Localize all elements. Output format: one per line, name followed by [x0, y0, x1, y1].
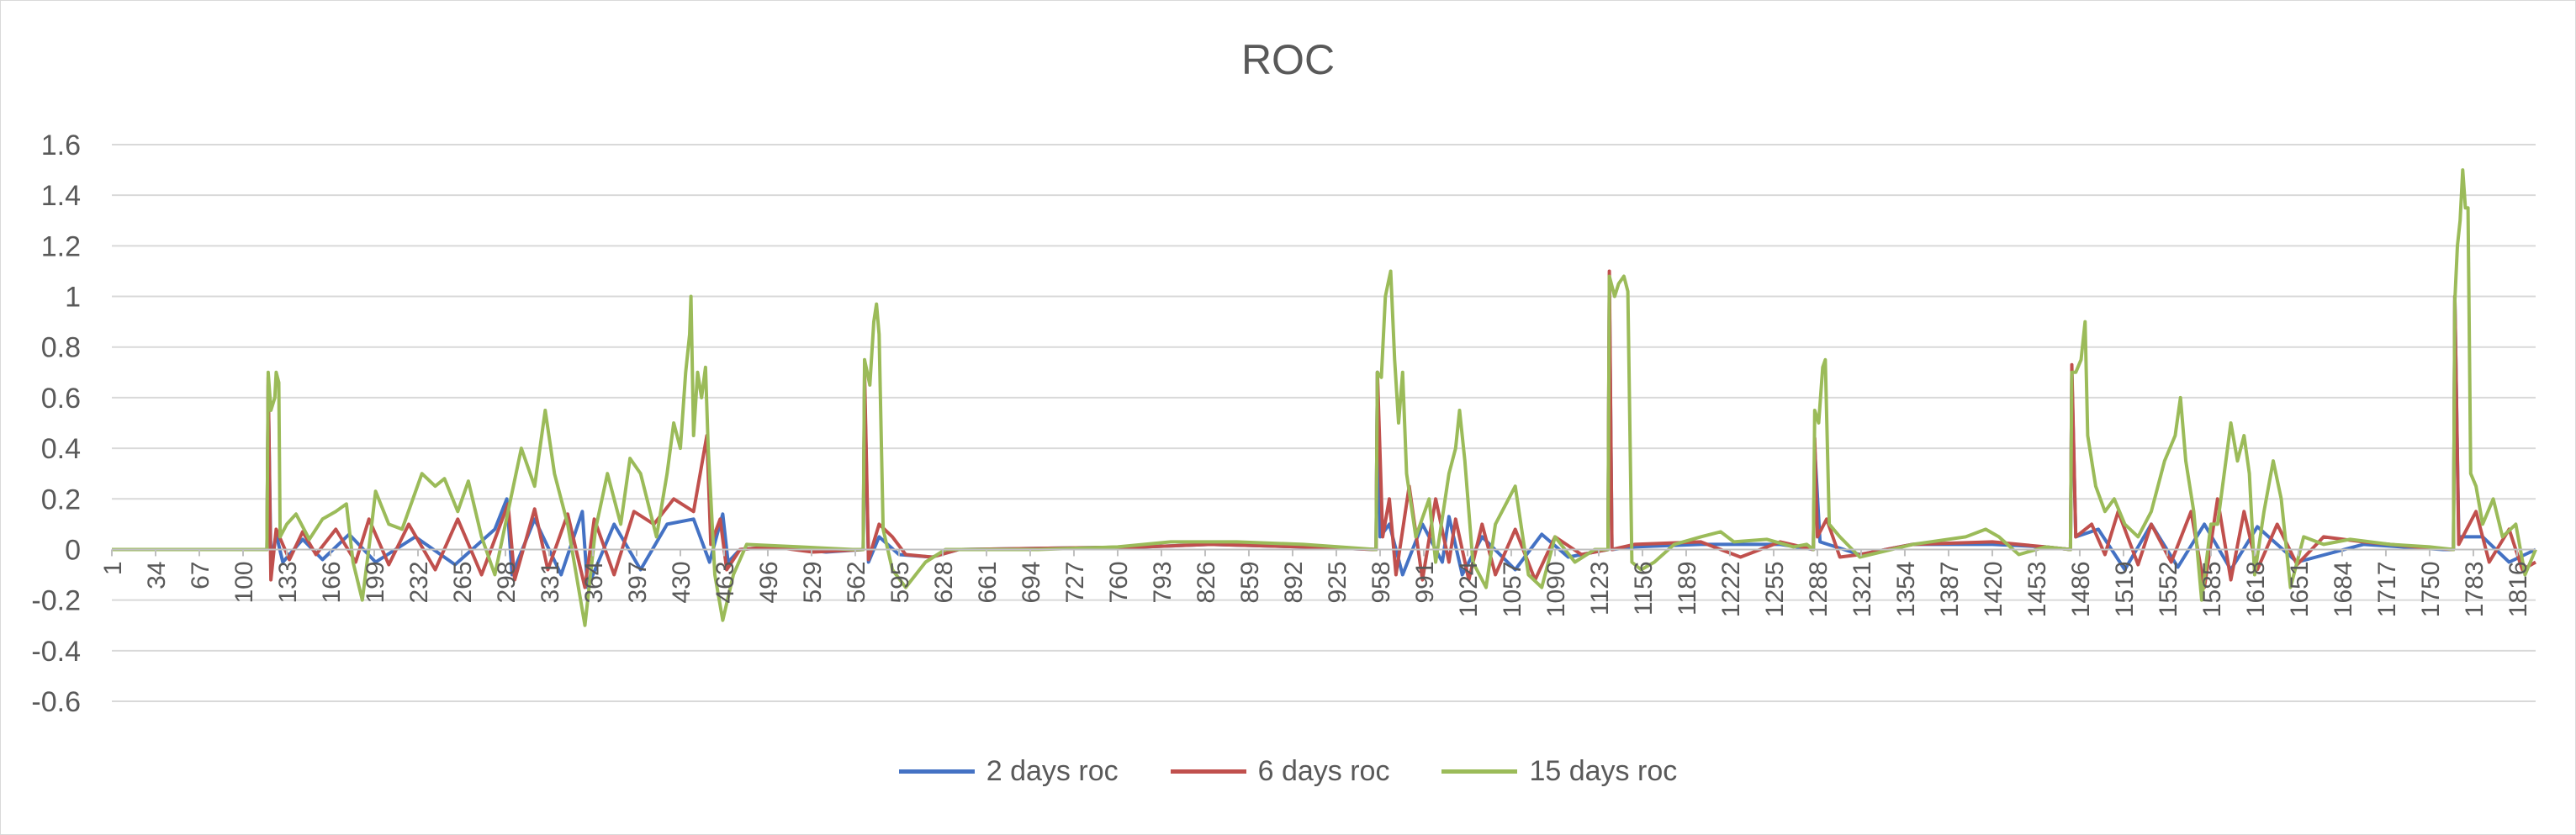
- legend-swatch-6-days: [1170, 769, 1246, 774]
- y-tick-label: 1.4: [41, 180, 81, 212]
- legend-swatch-2-days: [898, 769, 975, 774]
- series-line-2-days-roc: [112, 282, 2536, 589]
- x-tick-label: 265: [449, 561, 477, 603]
- x-tick-label: 1354: [1892, 561, 1920, 617]
- y-tick-label: 0.4: [41, 433, 81, 465]
- x-tick-label: 496: [755, 561, 783, 603]
- x-tick-label: 1486: [2067, 561, 2095, 617]
- x-tick-label: 1684: [2330, 561, 2357, 617]
- series-layer: [112, 168, 2537, 627]
- x-tick-label: 34: [143, 561, 171, 589]
- y-tick-label: 1.6: [41, 129, 81, 161]
- x-tick-label: 1123: [1586, 561, 1614, 616]
- x-tick-label: 1: [99, 561, 127, 575]
- x-tick-label: 199: [362, 561, 389, 603]
- x-tick-label: 1618: [2242, 561, 2270, 617]
- x-tick-label: 397: [624, 561, 652, 603]
- y-tick-label: 1: [65, 282, 81, 314]
- y-tick-label: 0: [65, 534, 81, 566]
- x-tick-label: 1057: [1499, 561, 1526, 617]
- legend-item-2-days: 2 days roc: [898, 755, 1119, 788]
- x-tick-label: 859: [1236, 561, 1264, 603]
- legend-label-2-days: 2 days roc: [986, 755, 1119, 787]
- x-tick-label: 1717: [2373, 561, 2401, 617]
- x-tick-label: 1651: [2286, 561, 2314, 617]
- x-axis: 1 34 67 100 133 166 199 232 265 298 331 364 397 430 46…: [99, 548, 2536, 617]
- x-tick-label: 1453: [2023, 561, 2051, 617]
- x-tick-label: 1519: [2111, 561, 2139, 617]
- y-tick-label: -0.6: [31, 686, 81, 718]
- x-tick-label: 166: [318, 561, 346, 603]
- x-tick-label: 1090: [1542, 561, 1570, 617]
- legend-swatch-15-days: [1441, 769, 1518, 774]
- x-tick-label: 430: [668, 561, 696, 603]
- x-tick-label: 991: [1411, 561, 1439, 603]
- legend-label-15-days: 15 days roc: [1529, 755, 1678, 787]
- x-tick-label: 826: [1193, 561, 1220, 603]
- x-tick-label: 562: [843, 561, 870, 603]
- x-tick-label: 760: [1105, 561, 1133, 603]
- x-tick-label: 1585: [2198, 561, 2226, 617]
- x-tick-label: 727: [1061, 561, 1089, 603]
- x-tick-label: 1288: [1805, 561, 1833, 617]
- x-tick-label: 1222: [1717, 561, 1745, 617]
- y-tick-label: 1.2: [41, 230, 81, 262]
- x-tick-label: 100: [230, 561, 258, 603]
- x-tick-label: 925: [1324, 561, 1351, 603]
- x-tick-label: 958: [1367, 561, 1395, 603]
- x-tick-label: 529: [799, 561, 827, 603]
- legend: 2 days roc 6 days roc 15 days roc: [0, 755, 2576, 788]
- x-tick-label: 892: [1280, 561, 1308, 603]
- x-tick-label: 1321: [1849, 561, 1876, 617]
- x-tick-label: 232: [405, 561, 433, 603]
- y-tick-label: -0.2: [31, 585, 81, 617]
- legend-item-6-days: 6 days roc: [1170, 755, 1390, 788]
- series-line-15-days-roc: [112, 168, 2537, 627]
- x-tick-label: 133: [274, 561, 302, 603]
- series-line-6-days-roc: [112, 269, 2536, 589]
- x-tick-label: 694: [1018, 561, 1045, 603]
- x-tick-label: 661: [974, 561, 1002, 603]
- y-tick-label: -0.4: [31, 636, 81, 668]
- x-tick-label: 1552: [2155, 561, 2182, 617]
- x-tick-label: 628: [930, 561, 958, 603]
- legend-label-6-days: 6 days roc: [1257, 755, 1390, 787]
- x-tick-label: 1024: [1455, 561, 1483, 617]
- x-tick-label: 1816: [2505, 561, 2532, 617]
- x-tick-label: 1387: [1936, 561, 1964, 617]
- y-tick-label: 0.8: [41, 332, 81, 364]
- y-tick-label: 0.2: [41, 484, 81, 515]
- x-tick-label: 1156: [1630, 561, 1658, 616]
- x-tick-label: 1750: [2417, 561, 2445, 617]
- x-tick-label: 1420: [1980, 561, 2007, 617]
- x-tick-label: 1783: [2461, 561, 2489, 617]
- x-tick-label: 67: [187, 561, 214, 589]
- x-tick-label: 364: [580, 561, 608, 603]
- x-tick-label: 331: [537, 561, 564, 603]
- y-axis: -0.6 -0.4 -0.2 0 0.2 0.4 0.6 0.8 1 1.2 1.4 1.6: [31, 129, 81, 718]
- chart-title: ROC: [1240, 36, 1336, 83]
- x-tick-label: 1189: [1674, 561, 1701, 616]
- x-tick-label: 298: [493, 561, 521, 603]
- x-tick-label: 793: [1149, 561, 1177, 603]
- y-tick-label: 0.6: [41, 383, 81, 415]
- x-tick-label: 595: [886, 561, 914, 603]
- legend-item-15-days: 15 days roc: [1441, 755, 1677, 788]
- x-tick-label: 1255: [1761, 561, 1789, 617]
- x-tick-label: 463: [711, 561, 739, 603]
